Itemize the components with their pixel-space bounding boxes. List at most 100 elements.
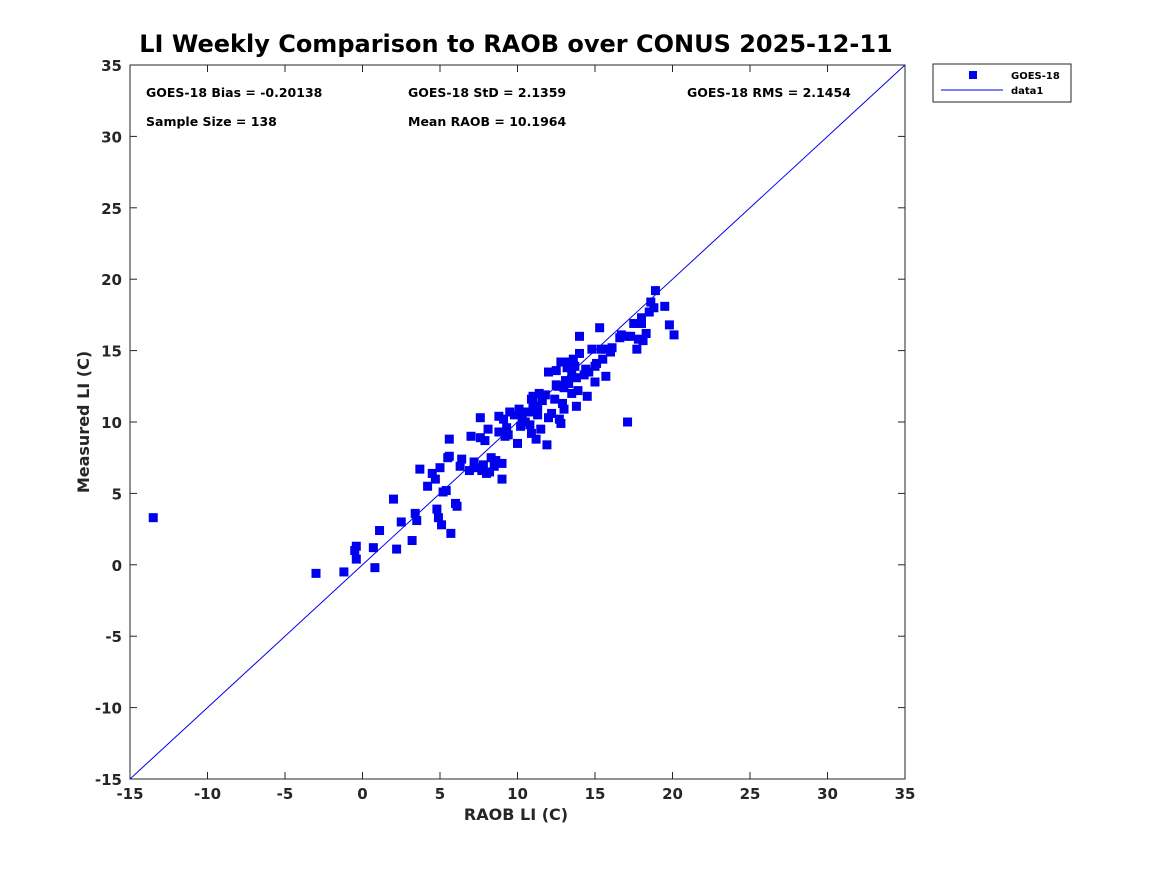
y-tick-label: 5 bbox=[112, 485, 122, 503]
y-axis-ticks: -15 -10 -5 0 5 10 15 20 25 30 35 bbox=[95, 57, 905, 789]
y-tick-label: 20 bbox=[101, 271, 122, 289]
legend-box bbox=[932, 63, 1072, 103]
data-point bbox=[575, 331, 584, 341]
data-point bbox=[540, 390, 550, 400]
mean-raob-annotation: Mean RAOB = 10.1964 bbox=[408, 114, 566, 129]
data-point bbox=[520, 417, 530, 427]
data-point bbox=[503, 430, 513, 440]
data-point bbox=[457, 454, 467, 464]
data-point bbox=[351, 554, 361, 564]
legend-label-goes18: GOES-18 bbox=[1011, 71, 1060, 82]
std-annotation: GOES-18 StD = 2.1359 bbox=[408, 85, 566, 100]
data-point bbox=[641, 328, 651, 338]
data-point bbox=[571, 373, 581, 383]
data-point bbox=[427, 468, 437, 478]
data-point bbox=[444, 434, 454, 444]
data-point bbox=[533, 410, 543, 420]
data-point bbox=[513, 438, 522, 448]
data-point bbox=[559, 383, 569, 393]
scatter-points bbox=[148, 286, 679, 578]
data-point bbox=[649, 303, 659, 313]
data-point bbox=[469, 457, 479, 467]
y-tick-label: 15 bbox=[101, 343, 122, 361]
data-point bbox=[632, 344, 642, 354]
data-point bbox=[455, 461, 465, 471]
legend-label-data1: data1 bbox=[1011, 86, 1043, 97]
data-point bbox=[435, 463, 445, 473]
data-point bbox=[466, 431, 476, 441]
x-tick-label: 25 bbox=[740, 785, 761, 803]
x-tick-label: 10 bbox=[507, 785, 528, 803]
data-point bbox=[644, 307, 654, 317]
data-point bbox=[637, 313, 646, 323]
data-point bbox=[480, 436, 490, 446]
data-point bbox=[582, 391, 592, 401]
data-point bbox=[596, 344, 606, 354]
data-point bbox=[475, 433, 485, 443]
data-point bbox=[497, 458, 507, 468]
data-point bbox=[660, 301, 670, 311]
data-point bbox=[575, 348, 584, 358]
data-point bbox=[564, 357, 574, 367]
data-point bbox=[533, 401, 543, 411]
y-tick-label: -5 bbox=[105, 628, 122, 646]
data-point bbox=[537, 396, 547, 406]
sample-size-annotation: Sample Size = 138 bbox=[146, 114, 277, 129]
data-point bbox=[598, 354, 608, 364]
data-point bbox=[494, 411, 504, 421]
data-point bbox=[415, 464, 425, 474]
data-point bbox=[570, 361, 580, 371]
data-point bbox=[464, 466, 474, 476]
data-point bbox=[412, 516, 422, 526]
x-axis-label: RAOB LI (C) bbox=[464, 805, 568, 824]
x-tick-label: 15 bbox=[585, 785, 606, 803]
data-point bbox=[437, 520, 447, 530]
data-point bbox=[407, 536, 417, 546]
y-axis-label: Measured LI (C) bbox=[74, 351, 93, 493]
x-tick-label: 5 bbox=[435, 785, 445, 803]
data-point bbox=[571, 401, 581, 411]
y-tick-label: -15 bbox=[95, 771, 122, 789]
data-point bbox=[514, 404, 524, 414]
data-point bbox=[485, 467, 495, 477]
data-point bbox=[478, 460, 488, 470]
data-point bbox=[452, 501, 462, 511]
data-point bbox=[584, 367, 594, 377]
data-point bbox=[564, 378, 574, 388]
data-point bbox=[638, 336, 648, 346]
data-point bbox=[430, 474, 440, 484]
data-point bbox=[590, 377, 600, 387]
data-point bbox=[370, 563, 380, 573]
data-point bbox=[567, 388, 577, 398]
data-point bbox=[368, 543, 378, 553]
data-point bbox=[536, 424, 546, 434]
data-point bbox=[526, 394, 536, 404]
data-point bbox=[148, 513, 158, 523]
data-point bbox=[525, 420, 535, 430]
data-point bbox=[595, 323, 605, 333]
data-point bbox=[562, 363, 572, 373]
data-point bbox=[553, 381, 563, 391]
data-point bbox=[567, 370, 577, 380]
data-point bbox=[486, 453, 496, 463]
data-point bbox=[392, 544, 402, 554]
data-point bbox=[551, 366, 561, 376]
data-point bbox=[637, 318, 646, 328]
data-point bbox=[592, 358, 602, 368]
data-point bbox=[497, 474, 507, 484]
chart-title: LI Weekly Comparison to RAOB over CONUS … bbox=[139, 30, 892, 58]
data-point bbox=[579, 370, 589, 380]
data-point bbox=[389, 494, 398, 504]
data-point bbox=[646, 297, 656, 307]
x-tick-label: 35 bbox=[895, 785, 916, 803]
data-point bbox=[534, 388, 544, 398]
data-point bbox=[556, 357, 566, 367]
x-tick-label: -10 bbox=[194, 785, 221, 803]
data-point bbox=[522, 407, 532, 417]
data-point bbox=[669, 330, 679, 340]
data-point bbox=[446, 528, 456, 538]
data-point bbox=[544, 367, 553, 377]
legend: GOES-18 data1 bbox=[932, 63, 1072, 103]
y-tick-label: 25 bbox=[101, 200, 122, 218]
